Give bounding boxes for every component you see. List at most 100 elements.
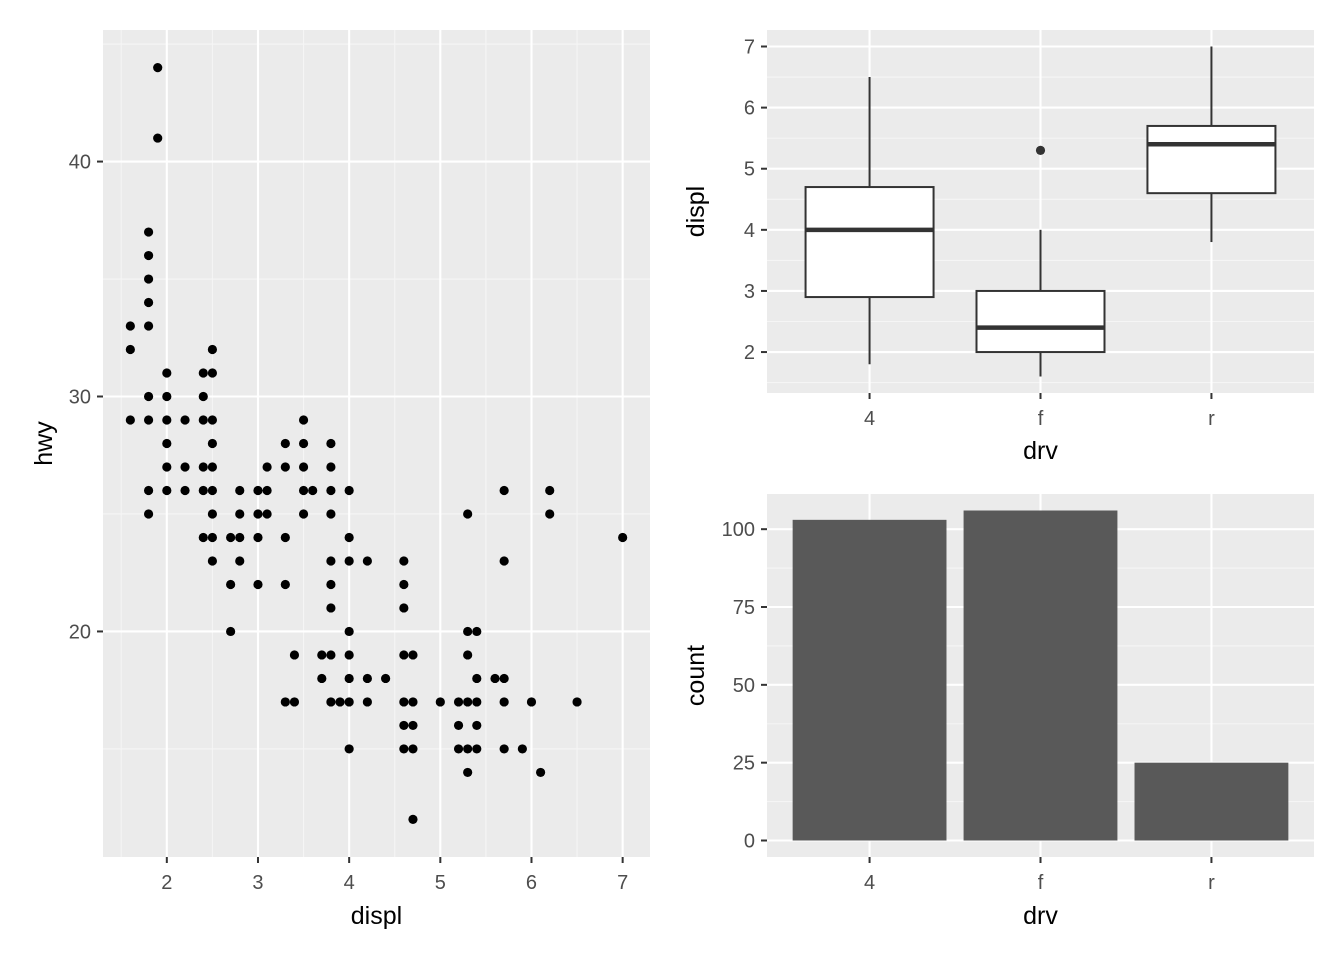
data-point [472, 673, 482, 684]
data-point [207, 415, 217, 425]
y-tick-label: 100 [722, 519, 755, 541]
data-point [207, 462, 217, 472]
data-point [298, 415, 309, 425]
x-tick-label: 2 [161, 872, 172, 894]
data-point [143, 509, 154, 519]
data-point [253, 509, 263, 519]
data-point [472, 720, 482, 731]
data-point [344, 650, 354, 660]
data-point [463, 650, 473, 660]
y-tick-label: 4 [744, 220, 755, 242]
data-point [572, 697, 582, 707]
data-point [162, 462, 172, 472]
boxplot: 2 3 4 5 6 7 4 f r drv displ [682, 30, 1314, 465]
data-point [399, 556, 409, 566]
data-point [207, 344, 217, 355]
y-tick-label: 5 [744, 159, 755, 181]
y-axis-title: displ [682, 186, 710, 237]
data-point [499, 673, 509, 684]
data-point [125, 321, 135, 331]
data-point [308, 485, 318, 496]
box-iqr [975, 289, 1106, 354]
data-point [463, 744, 473, 754]
data-point [326, 650, 336, 660]
data-point [472, 626, 482, 637]
panel-background [103, 30, 650, 857]
data-point [499, 556, 509, 566]
data-point [253, 532, 263, 543]
data-point [207, 438, 217, 449]
data-point [526, 697, 537, 707]
y-tick-label: 20 [69, 621, 91, 643]
data-point [399, 579, 409, 590]
data-point [344, 697, 354, 707]
data-point [326, 438, 336, 449]
data-point [463, 767, 473, 778]
data-point [344, 673, 354, 684]
y-tick-label: 3 [744, 281, 755, 303]
data-point [280, 579, 290, 590]
data-point [180, 415, 190, 425]
bar-4 [792, 519, 947, 841]
y-tick-label: 2 [744, 342, 755, 364]
x-tick-label: 4 [864, 408, 875, 430]
data-point [618, 532, 628, 543]
data-point [536, 767, 546, 778]
data-point [143, 391, 154, 402]
data-point [143, 274, 154, 284]
data-point [408, 650, 418, 660]
data-point [207, 485, 217, 496]
data-point [326, 509, 336, 519]
data-point [326, 603, 336, 613]
data-point [399, 744, 409, 754]
y-tick-label: 50 [733, 675, 755, 697]
x-axis-title: drv [1023, 902, 1058, 930]
data-point [317, 650, 327, 660]
data-point [435, 697, 445, 707]
data-point [162, 438, 172, 449]
data-point [463, 626, 473, 637]
y-tick-label: 30 [69, 387, 91, 409]
x-tick-label: 6 [526, 872, 537, 894]
data-point [198, 368, 208, 378]
data-point [463, 697, 473, 707]
y-tick-label: 75 [733, 597, 755, 619]
data-point [399, 697, 409, 707]
data-point [453, 720, 464, 731]
scatter-plot: 2 3 4 5 6 7 20 30 40 displ hwy [30, 30, 650, 930]
data-point [344, 744, 354, 754]
x-axis-title: displ [351, 902, 402, 930]
data-point [207, 509, 217, 519]
data-point [198, 391, 208, 402]
data-point [226, 579, 236, 590]
data-point [545, 485, 555, 496]
x-tick-label: 5 [435, 872, 446, 894]
data-point [143, 321, 154, 331]
data-point [162, 485, 172, 496]
outlier-point [1035, 145, 1046, 155]
data-point [162, 415, 172, 425]
data-point [280, 462, 290, 472]
data-point [453, 697, 464, 707]
x-tick-label: f [1038, 872, 1044, 894]
data-point [298, 485, 309, 496]
data-point [326, 697, 336, 707]
x-tick-label: f [1038, 408, 1044, 430]
data-point [262, 509, 272, 519]
data-point [472, 744, 482, 754]
data-point [207, 532, 217, 543]
data-point [262, 485, 272, 496]
y-tick-label: 25 [733, 753, 755, 775]
data-point [125, 344, 135, 355]
data-point [153, 133, 163, 143]
data-point [235, 485, 245, 496]
data-point [289, 697, 300, 707]
data-point [317, 673, 327, 684]
data-point [344, 626, 354, 637]
data-point [335, 697, 345, 707]
data-point [280, 697, 290, 707]
data-point [198, 532, 208, 543]
data-point [207, 368, 217, 378]
y-axis-title: count [682, 645, 710, 706]
